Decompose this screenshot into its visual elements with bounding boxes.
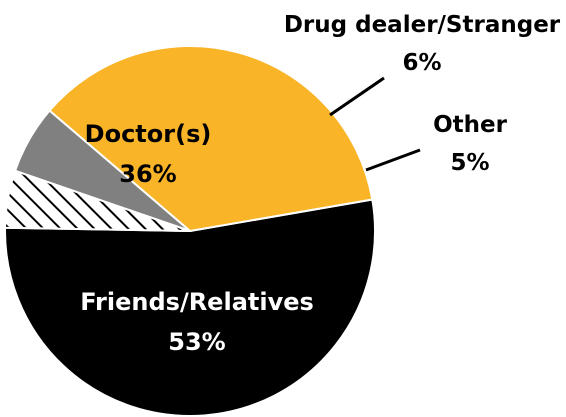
slice-value-friends-relatives: 53%: [168, 328, 225, 356]
slice-other: [4, 169, 191, 232]
slice-value-drug-dealer: 6%: [402, 50, 441, 76]
slice-label-other: Other: [433, 112, 508, 138]
slice-friends-relatives: [4, 198, 376, 417]
slice-value-other: 5%: [450, 150, 489, 176]
slice-doctors: [48, 45, 374, 233]
slice-value-doctors: 36%: [119, 160, 176, 188]
slice-label-drug-dealer: Drug dealer/Stranger: [284, 12, 561, 38]
leader-line-drug-dealer: [329, 76, 385, 117]
slice-label-doctors: Doctor(s): [85, 120, 212, 148]
leader-line-other: [365, 148, 421, 172]
slice-label-friends-relatives: Friends/Relatives: [80, 288, 314, 316]
